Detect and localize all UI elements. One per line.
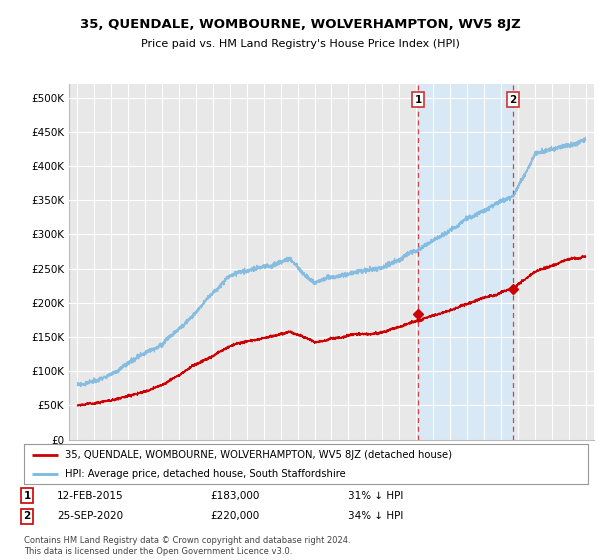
Text: Contains HM Land Registry data © Crown copyright and database right 2024.
This d: Contains HM Land Registry data © Crown c… [24,536,350,556]
Text: 1: 1 [23,491,31,501]
Text: HPI: Average price, detached house, South Staffordshire: HPI: Average price, detached house, Sout… [65,469,346,478]
Bar [418,84,513,440]
Text: 2: 2 [23,511,31,521]
Text: 35, QUENDALE, WOMBOURNE, WOLVERHAMPTON, WV5 8JZ: 35, QUENDALE, WOMBOURNE, WOLVERHAMPTON, … [80,18,520,31]
Text: £220,000: £220,000 [210,511,259,521]
Text: 35, QUENDALE, WOMBOURNE, WOLVERHAMPTON, WV5 8JZ (detached house): 35, QUENDALE, WOMBOURNE, WOLVERHAMPTON, … [65,450,452,460]
Text: £183,000: £183,000 [210,491,259,501]
Text: 25-SEP-2020: 25-SEP-2020 [57,511,123,521]
Text: 12-FEB-2015: 12-FEB-2015 [57,491,124,501]
Text: 34% ↓ HPI: 34% ↓ HPI [348,511,403,521]
Text: 1: 1 [415,95,422,105]
Text: 31% ↓ HPI: 31% ↓ HPI [348,491,403,501]
Text: 2: 2 [509,95,517,105]
Text: Price paid vs. HM Land Registry's House Price Index (HPI): Price paid vs. HM Land Registry's House … [140,39,460,49]
